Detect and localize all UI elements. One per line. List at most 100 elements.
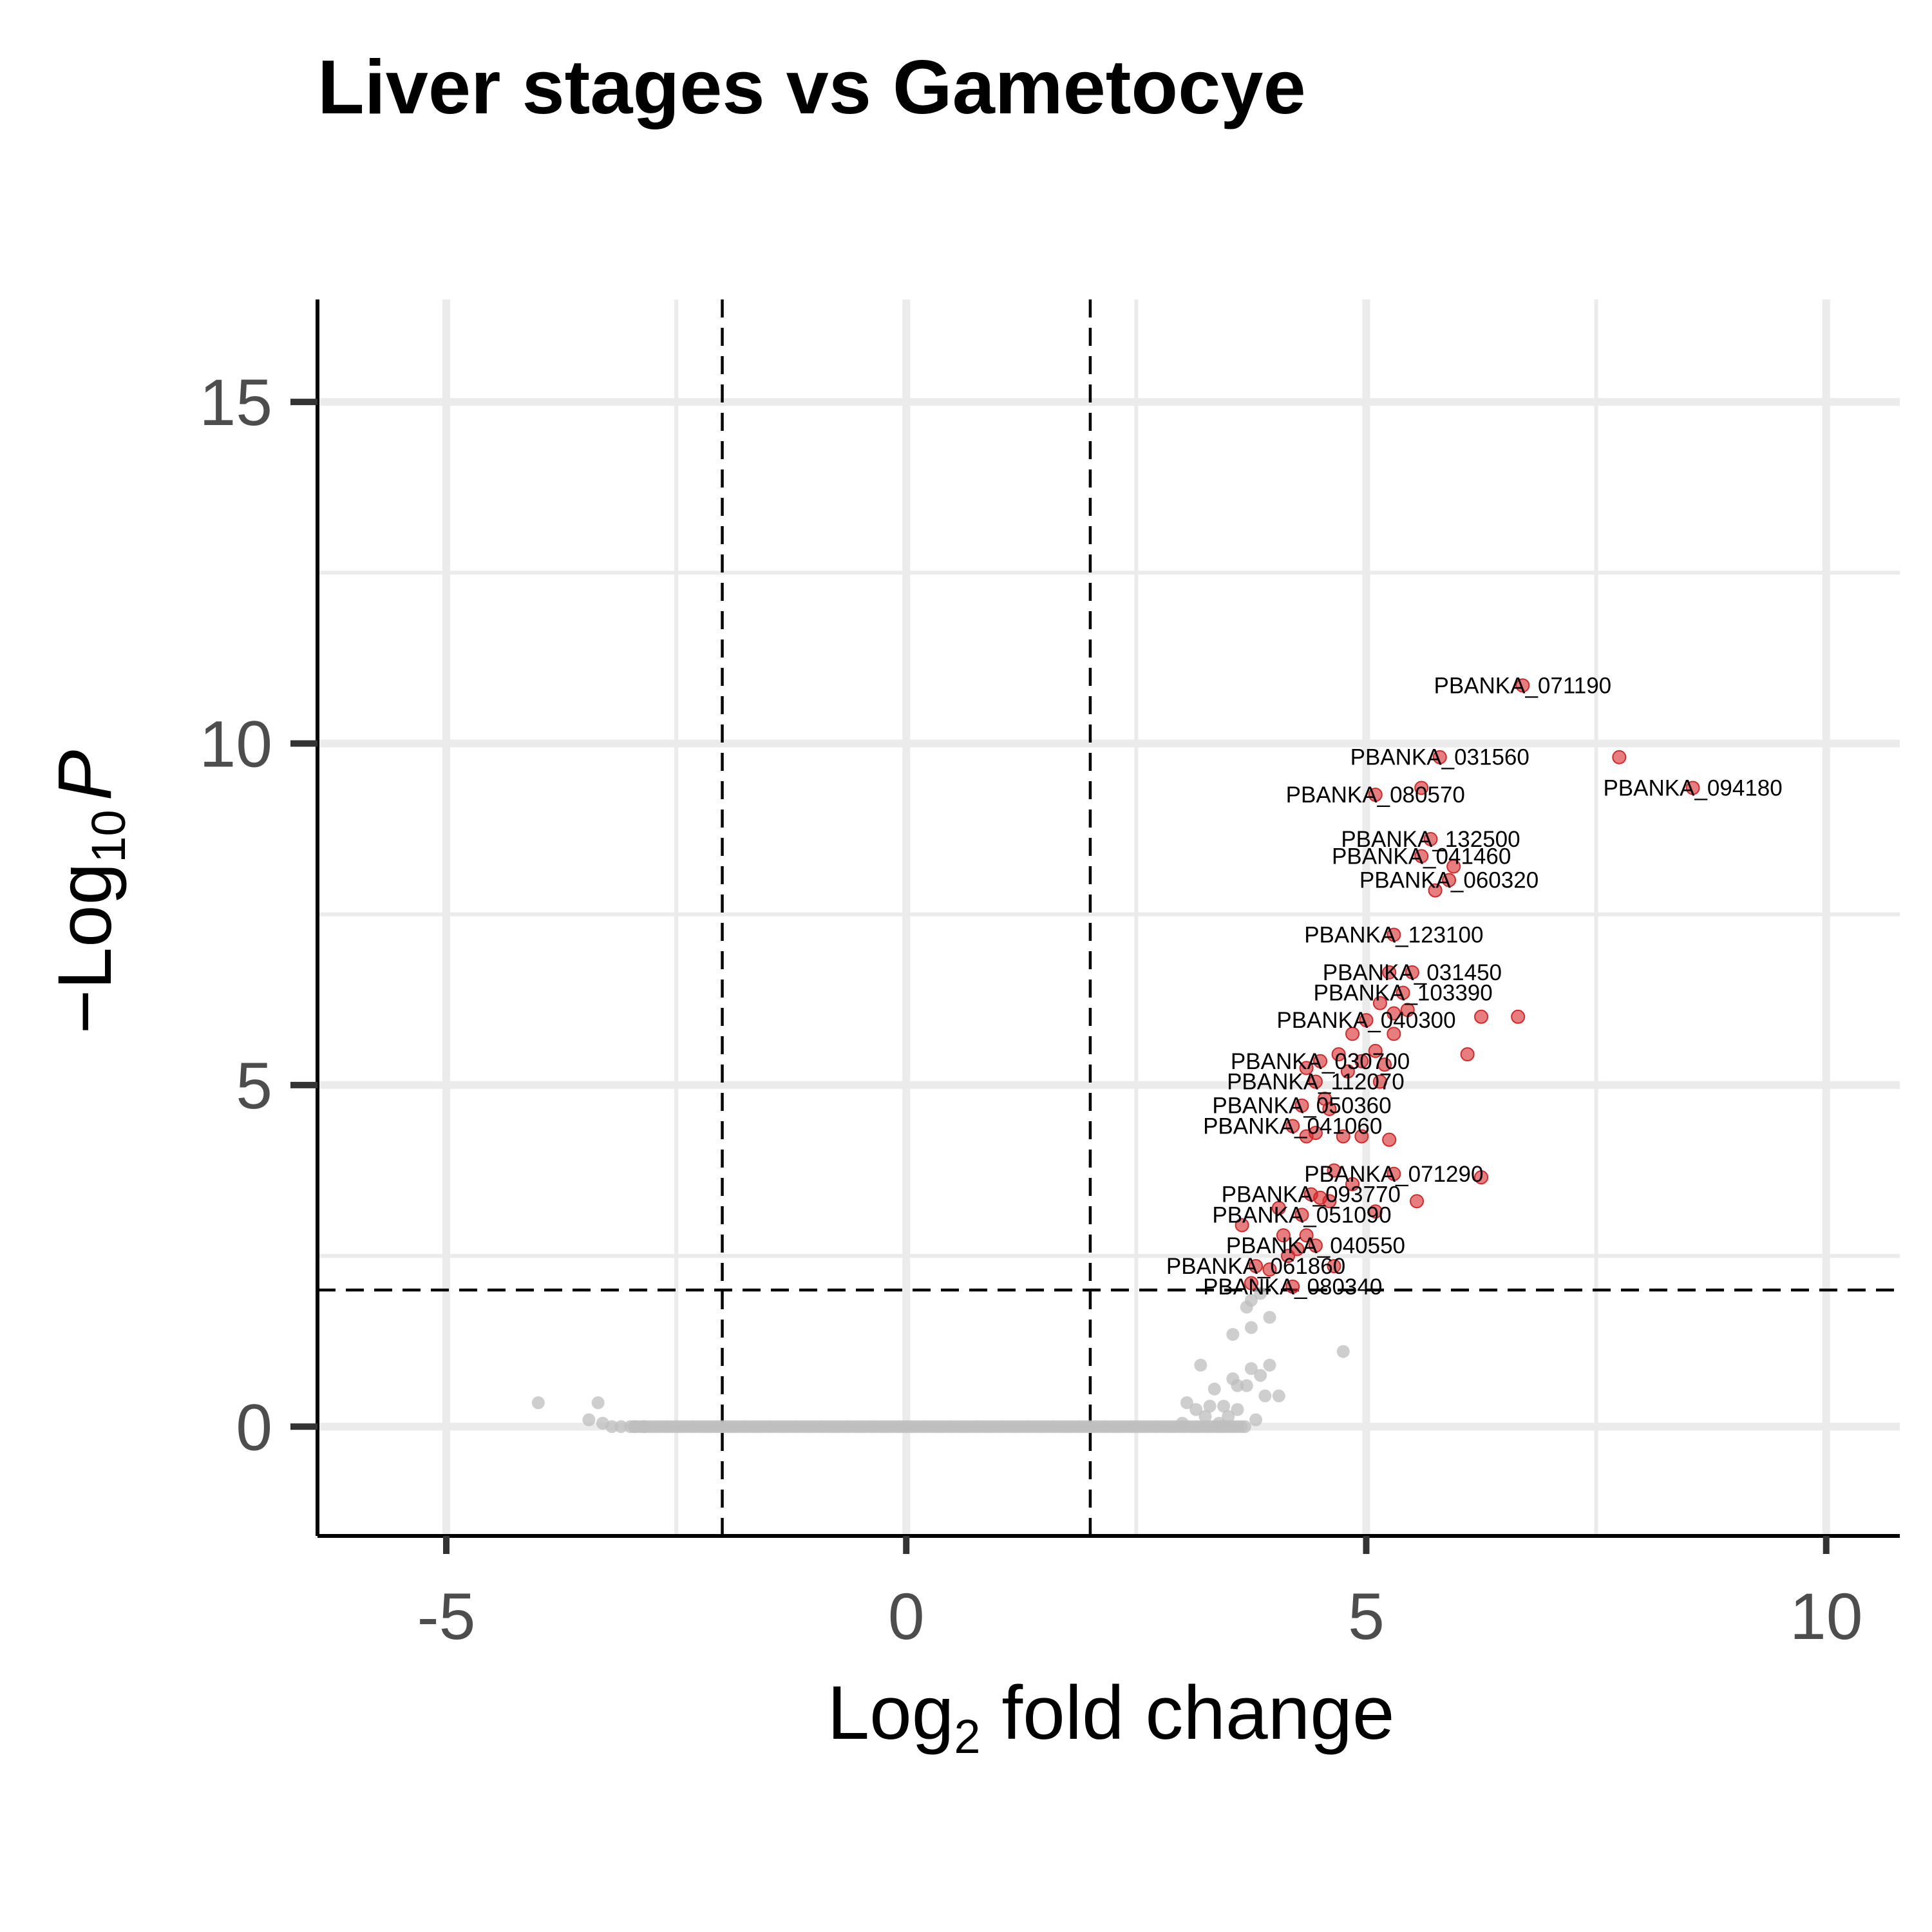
significant-point: [1281, 1249, 1296, 1264]
non-significant-point: [1258, 1389, 1272, 1403]
significant-point: [1442, 873, 1457, 887]
significant-point: [1359, 1013, 1374, 1028]
gene-label: PBANKA_060320: [1359, 868, 1539, 893]
non-significant-point: [1336, 1345, 1350, 1358]
significant-point: [1354, 1129, 1369, 1144]
gene-label: PBANKA_051090: [1212, 1202, 1391, 1227]
significant-point: [1372, 1074, 1387, 1089]
cutoff-lines: [317, 299, 1900, 1536]
significant-point: [1410, 1194, 1425, 1209]
non-significant-point: [1249, 1413, 1263, 1426]
non-significant-point: [1203, 1399, 1217, 1413]
significant-points: [1235, 678, 1700, 1294]
non-significant-point: [1217, 1399, 1231, 1413]
significant-point: [1414, 849, 1429, 864]
significant-point: [1396, 985, 1410, 1000]
non-significant-point: [591, 1396, 605, 1410]
significant-point: [1336, 1129, 1350, 1144]
x-tick-label: 10: [1790, 1580, 1862, 1653]
significant-point: [1340, 1064, 1355, 1079]
significant-point: [1294, 1208, 1309, 1222]
significant-point: [1387, 1027, 1401, 1041]
significant-point: [1294, 1098, 1309, 1113]
gene-label: PBANKA_040550: [1226, 1233, 1405, 1258]
gene-label: PBANKA_123100: [1304, 923, 1483, 948]
significant-point: [1414, 781, 1429, 795]
non-significant-point: [1254, 1368, 1267, 1382]
non-significant-point: [1272, 1389, 1285, 1403]
gene-label: PBANKA_041460: [1332, 844, 1511, 869]
significant-point: [1387, 927, 1401, 942]
y-tick-label: 0: [236, 1390, 272, 1464]
x-tick-label: 5: [1348, 1580, 1385, 1653]
gene-label: PBANKA_094180: [1603, 775, 1782, 800]
significant-point: [1299, 1228, 1314, 1243]
significant-point: [1368, 1043, 1383, 1058]
significant-point: [1271, 1200, 1286, 1215]
significant-point: [1474, 1009, 1489, 1024]
significant-point: [1322, 1194, 1337, 1209]
non-significant-point: [628, 1420, 641, 1434]
significant-point: [1354, 1054, 1369, 1068]
significant-point: [1235, 1218, 1249, 1233]
non-significant-point: [1180, 1396, 1193, 1410]
significant-point: [1249, 1258, 1264, 1273]
gene-label: PBANKA_080570: [1286, 782, 1465, 808]
significant-point: [1405, 965, 1419, 980]
axes: [316, 299, 1900, 1538]
non-significant-point: [1244, 1294, 1258, 1307]
significant-point: [1331, 1047, 1346, 1062]
non-significant-point: [1212, 1416, 1226, 1430]
non-significant-point: [1244, 1362, 1258, 1376]
y-tick-label: 15: [200, 366, 272, 439]
x-axis-ticks: -5 0 5 10: [417, 1536, 1862, 1653]
chart-title: Liver stages vs Gametocye: [317, 44, 1306, 130]
gene-label: PBANKA_050360: [1212, 1094, 1391, 1119]
non-significant-point: [1254, 1287, 1267, 1300]
non-significant-point: [531, 1396, 545, 1410]
point-labels: PBANKA_071190 PBANKA_031560 PBANKA_094180 P…: [1166, 673, 1783, 1299]
non-significant-point: [638, 1420, 651, 1434]
significant-point: [1382, 965, 1397, 980]
significant-point: [1372, 996, 1387, 1010]
significant-point: [1327, 1163, 1341, 1178]
significant-point: [1511, 1009, 1526, 1024]
gene-label: PBANKA_031450: [1323, 960, 1502, 985]
significant-point: [1432, 750, 1447, 764]
non-significant-point: [1222, 1410, 1235, 1423]
gene-label: PBANKA_071190: [1434, 673, 1611, 698]
significant-point: [1322, 1102, 1337, 1117]
non-significant-point: [1263, 1358, 1276, 1372]
x-axis-title: Log2 fold change: [828, 1671, 1395, 1763]
significant-point: [1276, 1228, 1291, 1243]
gene-label: PBANKA_112070: [1227, 1070, 1405, 1095]
non-significant-point: [1175, 1416, 1189, 1430]
significant-point: [1428, 883, 1443, 898]
non-significant-point: [605, 1420, 619, 1434]
significant-point: [1345, 1177, 1360, 1191]
y-axis-title: −Log10P: [43, 750, 135, 1034]
gene-label: PBANKA_093770: [1222, 1182, 1401, 1208]
significant-point: [1244, 1276, 1258, 1291]
gene-label: PBANKA_071290: [1304, 1162, 1483, 1187]
significant-point: [1685, 781, 1700, 795]
gene-label: PBANKA_080340: [1203, 1274, 1382, 1300]
non-significant-point: [1263, 1311, 1276, 1324]
significant-point: [1612, 750, 1627, 764]
gene-label: PBANKA_040300: [1276, 1008, 1455, 1033]
y-tick-label: 5: [236, 1049, 272, 1122]
gene-label: PBANKA_030700: [1231, 1049, 1410, 1074]
non-significant-point: [1231, 1379, 1244, 1392]
significant-point: [1308, 1238, 1323, 1253]
non-significant-point: [1189, 1403, 1203, 1416]
x-tick-label: -5: [417, 1580, 476, 1653]
significant-point: [1285, 1279, 1300, 1294]
significant-point: [1378, 1057, 1392, 1072]
y-tick-label: 10: [200, 708, 272, 781]
non-significant-point: [614, 1420, 628, 1434]
gene-label: PBANKA_103390: [1313, 981, 1492, 1006]
gene-label: PBANKA_132500: [1341, 827, 1520, 852]
grid: [317, 299, 1900, 1536]
non-significant-point: [1208, 1382, 1221, 1396]
